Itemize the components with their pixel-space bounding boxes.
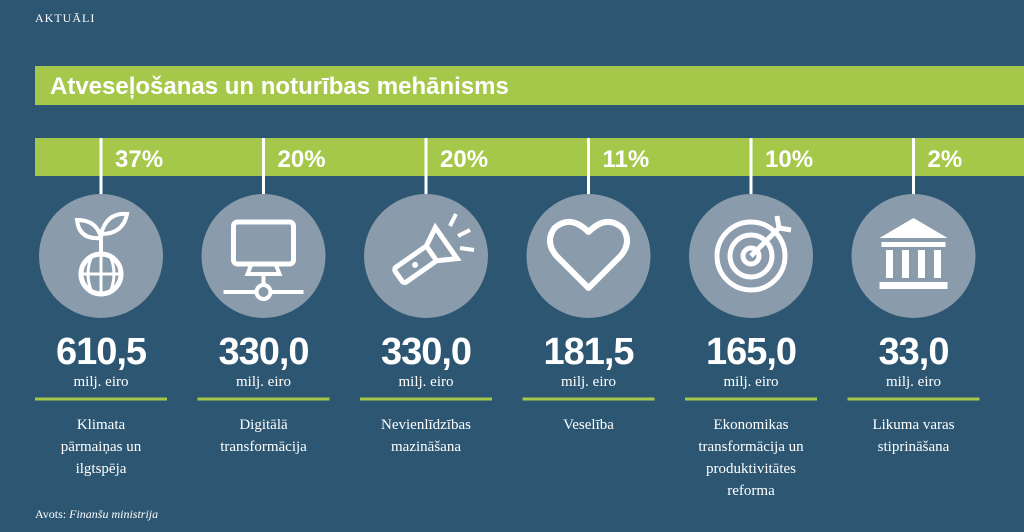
icon-circle [851,194,976,318]
category-label: transformācija [220,439,307,455]
percent: 20% [278,146,326,173]
unit: milj. eiro [74,374,129,390]
percent: 37% [115,146,163,173]
amount: 181,5 [543,331,634,373]
category-label: Nevienlīdzības [381,417,471,433]
unit: milj. eiro [724,374,779,390]
percent: 11% [603,146,650,173]
icon [392,213,475,286]
category-label: Veselība [563,417,614,433]
icon [547,219,630,291]
source: Avots: Finanšu ministrija [35,507,158,521]
category-label: Ekonomikas [714,417,789,433]
icon [714,215,792,293]
category-label: Klimata [77,417,126,433]
unit: milj. eiro [236,374,291,390]
amount: 33,0 [879,331,949,373]
icon-circle [526,194,651,318]
category-label: produktivitātes [706,461,796,477]
percent: 20% [440,146,488,173]
percent: 2% [928,146,963,173]
percent-band [35,138,1024,176]
unit: milj. eiro [886,374,941,390]
unit: milj. eiro [399,374,454,390]
category-label: pārmaiņas un [61,439,142,455]
title: Atveseļošanas un noturības mehānisms [50,73,509,100]
icon [223,219,304,301]
category-label: Digitālā [239,417,288,433]
percent: 10% [765,146,813,173]
title-band [35,66,1024,105]
amount: 165,0 [706,331,796,373]
source-name: Finanšu ministrija [68,507,158,521]
category-label: reforma [727,483,775,499]
icon-circle [364,194,488,318]
amount: 330,0 [381,331,471,373]
icon [879,218,948,289]
category-label: Likuma varas [872,417,954,433]
category-label: stiprināšana [878,439,950,455]
section-label: AKTUĀLI [35,11,95,25]
unit: milj. eiro [561,374,616,390]
category-label: transformācija un [698,439,804,455]
amount: 610,5 [56,331,147,373]
category-label: ilgtspēja [76,461,127,477]
category-label: mazināšana [391,439,461,455]
icon [74,211,130,297]
source-prefix: Avots: [35,507,66,521]
amount: 330,0 [218,331,308,373]
